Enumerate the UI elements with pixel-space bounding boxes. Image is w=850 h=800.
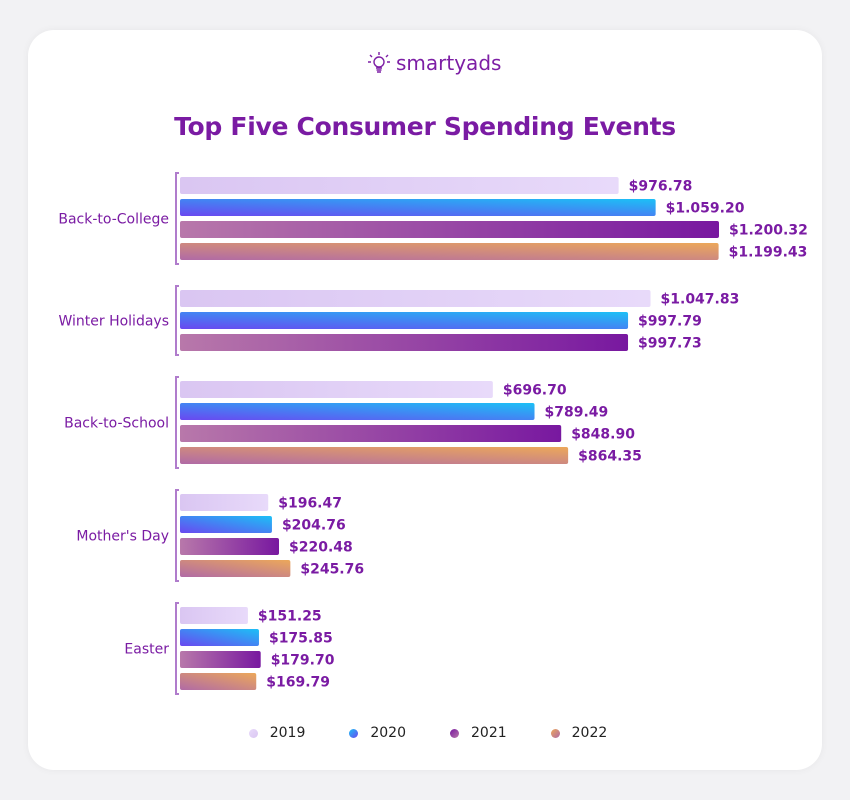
legend-label: 2020	[370, 725, 406, 741]
legend-item-2019: 2019	[243, 725, 306, 741]
group-bracket	[175, 602, 179, 695]
group-bracket	[175, 489, 179, 582]
bar-2021	[180, 334, 629, 351]
group-bracket	[175, 376, 179, 469]
legend-dot	[349, 728, 359, 738]
legend-label: 2022	[571, 725, 608, 741]
bar-2020	[180, 312, 629, 329]
bar-2019	[180, 381, 493, 398]
data-label: $175.85	[269, 631, 333, 647]
data-label: $696.70	[503, 383, 567, 399]
bar-2022	[180, 560, 291, 577]
data-label: $864.35	[578, 449, 642, 465]
bar-2022	[180, 243, 719, 260]
data-label: $789.49	[545, 405, 609, 421]
bar-2021	[180, 221, 719, 238]
bar-2020	[180, 629, 259, 646]
lightbulb-icon	[368, 52, 390, 73]
legend-label: 2021	[471, 725, 507, 741]
legend-item-2021: 2021	[444, 725, 507, 741]
legend-dot	[248, 728, 258, 738]
bar-2020	[180, 199, 656, 216]
bar-2021	[180, 651, 261, 668]
bar-2021	[180, 425, 562, 442]
legend-dot	[550, 728, 560, 738]
brand-logo: smartyads	[366, 50, 501, 76]
brand-name: smartyads	[396, 51, 502, 75]
chart-title: Top Five Consumer Spending Events	[174, 112, 676, 141]
data-label: $245.76	[300, 562, 364, 578]
legend: 2019 2020 2021 2022	[0, 725, 850, 741]
category-label: Easter	[124, 642, 169, 658]
bar-2021	[180, 538, 280, 555]
group-bracket	[175, 285, 179, 356]
bar-2019	[180, 494, 269, 511]
legend-label: 2019	[269, 725, 306, 741]
data-label: $169.79	[266, 675, 330, 691]
bar-2020	[180, 403, 535, 420]
bar-2019	[180, 290, 651, 307]
data-label: $196.47	[278, 496, 342, 512]
category-label: Back-to-College	[58, 212, 169, 228]
bar-2019	[180, 607, 248, 624]
data-label: $220.48	[289, 540, 353, 556]
category-label: Winter Holidays	[58, 314, 169, 330]
data-label: $204.76	[282, 518, 346, 534]
legend-item-2022: 2022	[545, 725, 608, 741]
chart-card	[28, 30, 822, 770]
bar-2022	[180, 447, 569, 464]
bar-2020	[180, 516, 272, 533]
category-label: Back-to-School	[64, 416, 169, 432]
legend-item-2020: 2020	[343, 725, 406, 741]
bar-2019	[180, 177, 619, 194]
bar-2022	[180, 673, 257, 690]
data-label: $151.25	[258, 609, 322, 625]
data-label: $976.78	[629, 179, 693, 195]
data-label: $997.73	[638, 336, 702, 352]
legend-dot	[450, 728, 459, 738]
data-label: $1.199.43	[729, 245, 808, 261]
data-label: $848.90	[571, 427, 635, 443]
group-bracket	[175, 172, 179, 265]
data-label: $1.059.20	[666, 201, 745, 217]
data-label: $997.79	[638, 314, 702, 330]
category-label: Mother's Day	[76, 529, 169, 545]
data-label: $1.200.32	[729, 223, 808, 239]
data-label: $1.047.83	[661, 292, 740, 308]
data-label: $179.70	[271, 653, 335, 669]
